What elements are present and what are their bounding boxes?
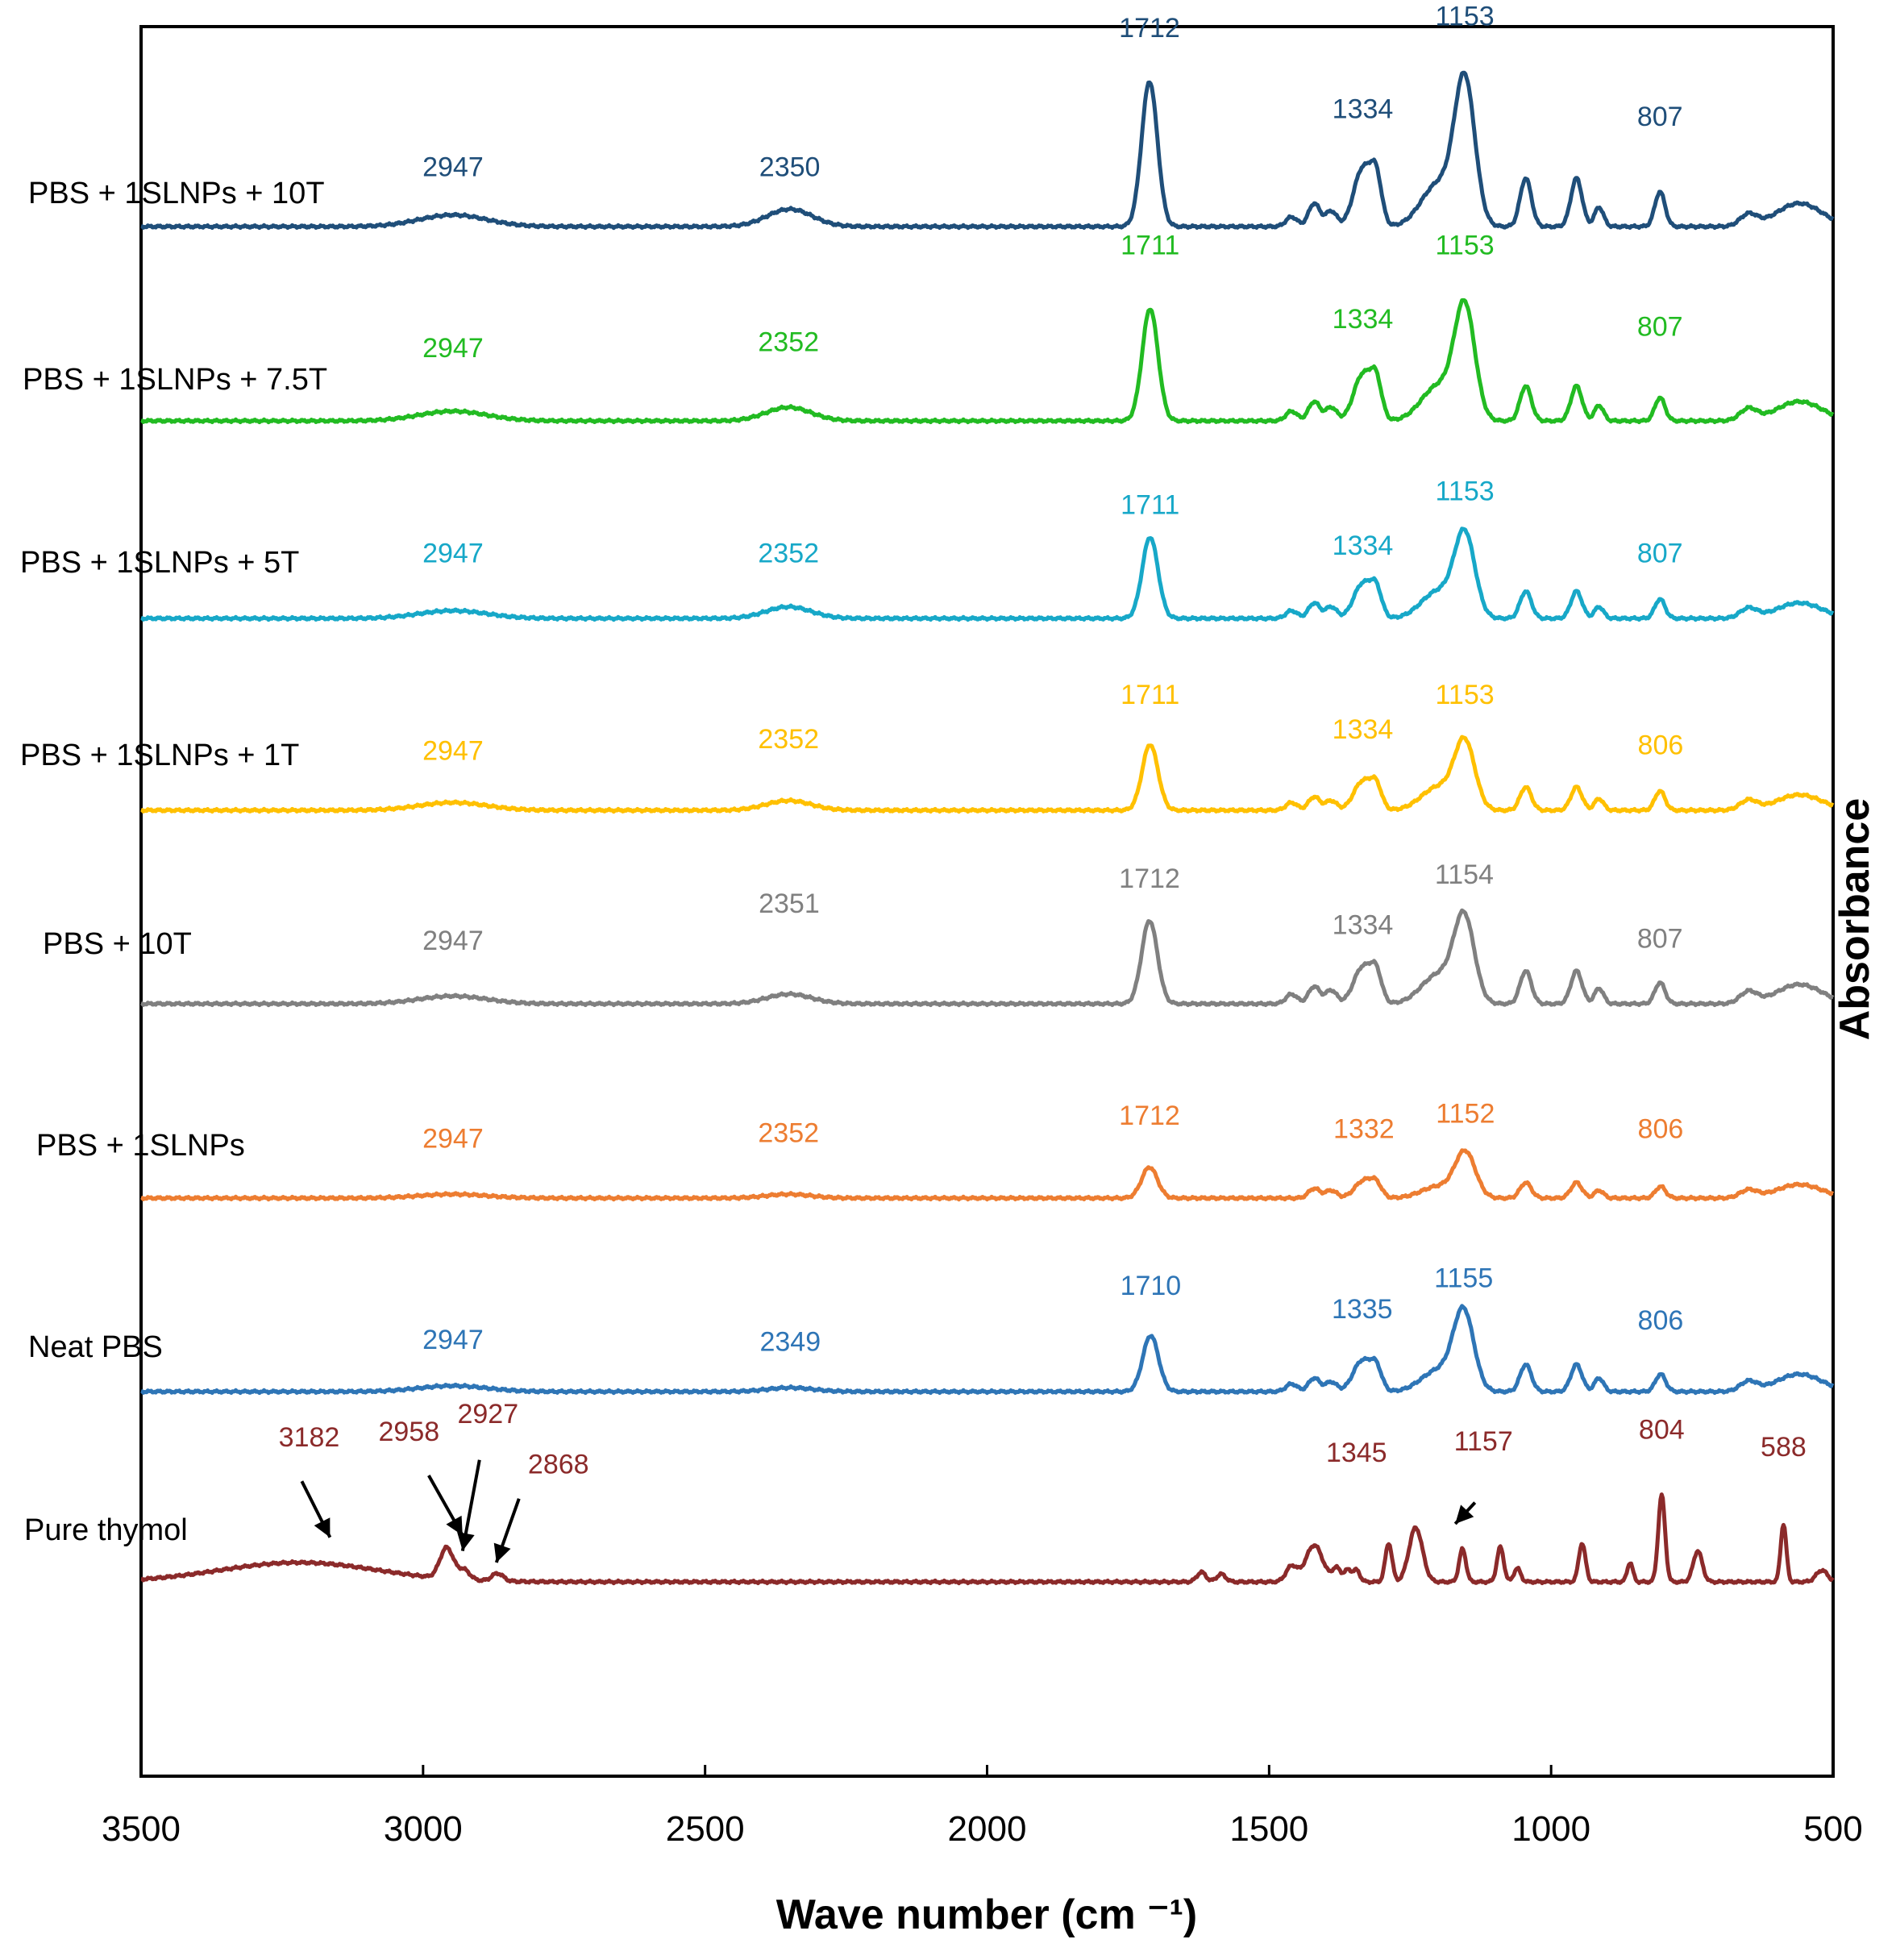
plot-frame: [139, 25, 1835, 1778]
series-line: [139, 70, 1835, 231]
peak-label: 1334: [1333, 304, 1394, 335]
peak-label: 807: [1637, 311, 1683, 342]
x-tick-label: 2000: [948, 1809, 1027, 1849]
peak-label: 806: [1638, 1114, 1684, 1145]
series-name-label: PBS + 1SLNPs + 5T: [20, 546, 299, 580]
x-tick-label: 2500: [666, 1809, 745, 1849]
arrow-head: [457, 1531, 475, 1551]
peak-label: 1332: [1333, 1114, 1395, 1145]
x-tick-label: 500: [1803, 1809, 1862, 1849]
peak-label: 2350: [759, 152, 821, 183]
x-tick-label: 3000: [384, 1809, 463, 1849]
peak-label: 1712: [1119, 1101, 1180, 1131]
peak-label: 3182: [279, 1422, 340, 1453]
peak-label: 807: [1637, 102, 1683, 132]
peak-label: 1152: [1436, 1098, 1495, 1129]
arrow-head: [314, 1517, 331, 1538]
y-axis-title: Absorbance: [1832, 798, 1878, 1041]
peak-label: 2947: [422, 333, 484, 364]
peak-label: 2352: [758, 538, 819, 568]
peak-label: 2352: [758, 1117, 819, 1148]
peak-label: 2351: [759, 888, 820, 919]
peak-label: 1155: [1434, 1263, 1493, 1293]
peak-label: 1334: [1333, 531, 1394, 561]
series-name-label: PBS + 1SLNPs + 7.5T: [23, 363, 327, 397]
series-line: [139, 1148, 1835, 1202]
peak-label: 2947: [422, 926, 484, 956]
peak-label: 1334: [1333, 714, 1394, 745]
arrow-head: [493, 1542, 511, 1563]
peak-label: 2927: [457, 1399, 518, 1429]
peak-label: 2352: [758, 724, 819, 755]
series-1: PBS + 1SLNPs + 7.5T 2947 2352 1711 1334 1153 8…: [23, 231, 1835, 425]
series-name-label: PBS + 1SLNPs + 10T: [28, 177, 325, 210]
series-line: [139, 1304, 1835, 1396]
peak-label: 2958: [379, 1417, 440, 1447]
peak-label: 2947: [422, 152, 484, 183]
x-tick-label: 1000: [1511, 1809, 1590, 1849]
peak-label: 2868: [528, 1450, 589, 1480]
peak-label: 806: [1638, 1305, 1684, 1336]
peak-label: 1153: [1436, 1, 1495, 31]
peak-label: 1157: [1454, 1426, 1513, 1457]
peak-label: 2947: [422, 736, 484, 767]
peak-label: 2947: [422, 1325, 484, 1355]
series-line: [139, 734, 1835, 814]
series-layer: PBS + 1SLNPs + 10T 2947 2350 1712 1334 1153 80…: [20, 1, 1835, 1586]
peak-label: 1153: [1436, 680, 1495, 710]
arrow-head: [446, 1515, 463, 1536]
peak-label: 1710: [1121, 1271, 1182, 1301]
series-4: PBS + 10T 2947 2351 1712 1334 1154 807: [43, 859, 1835, 1008]
series-2: PBS + 1SLNPs + 5T 2947 2352 1711 1334 1153 807: [20, 476, 1835, 622]
series-name-label: Neat PBS: [28, 1330, 163, 1364]
peak-label: 1711: [1121, 231, 1179, 261]
series-7: Pure thymol 3182 2958 2927 2868 1345 1157 804 58…: [24, 1399, 1835, 1586]
series-name-label: PBS + 1SLNPs: [36, 1129, 245, 1163]
peak-label: 1711: [1121, 680, 1179, 710]
peak-label: 1712: [1119, 13, 1180, 44]
peak-label: 1334: [1333, 910, 1394, 941]
peak-label: 588: [1761, 1432, 1807, 1463]
series-5: PBS + 1SLNPs 2947 2352 1712 1332 1152 806: [36, 1098, 1835, 1202]
peak-label: 1711: [1121, 489, 1179, 520]
peak-label: 807: [1637, 923, 1683, 954]
peak-label: 2352: [758, 327, 819, 358]
x-axis-title: Wave number (cm ⁻¹): [776, 1891, 1198, 1938]
series-0: PBS + 1SLNPs + 10T 2947 2350 1712 1334 1153 80…: [28, 1, 1835, 231]
x-tick-label: 1500: [1229, 1809, 1308, 1849]
peak-label: 1154: [1435, 859, 1494, 890]
series-name-label: Pure thymol: [24, 1513, 188, 1547]
peak-label: 1712: [1119, 863, 1180, 894]
peak-label: 2349: [759, 1327, 821, 1358]
peak-label: 1153: [1436, 231, 1495, 261]
x-axis-ticks: 3500 3000 2500 2000 1500 1000 500: [102, 1765, 1863, 1849]
peak-label: 1335: [1332, 1294, 1393, 1325]
peak-label: 2947: [422, 1124, 484, 1155]
series-line: [139, 526, 1835, 622]
series-line: [139, 1492, 1835, 1586]
peak-label: 1334: [1333, 94, 1394, 125]
series-name-label: PBS + 10T: [43, 927, 192, 961]
peak-label: 1153: [1436, 476, 1495, 507]
series-line: [139, 908, 1835, 1008]
peak-label: 2947: [422, 538, 484, 568]
arrow-head: [1455, 1504, 1474, 1524]
x-tick-label: 3500: [102, 1809, 181, 1849]
peak-label: 1345: [1326, 1438, 1387, 1468]
series-3: PBS + 1SLNPs + 1T 2947 2352 1711 1334 1153 806: [20, 680, 1835, 814]
peak-label: 806: [1638, 730, 1684, 760]
peak-label: 807: [1637, 538, 1683, 568]
series-6: Neat PBS 2947 2349 1710 1335 1155 806: [28, 1263, 1835, 1396]
peak-label: 804: [1639, 1414, 1685, 1445]
series-name-label: PBS + 1SLNPs + 1T: [20, 739, 299, 772]
series-line: [139, 298, 1835, 425]
